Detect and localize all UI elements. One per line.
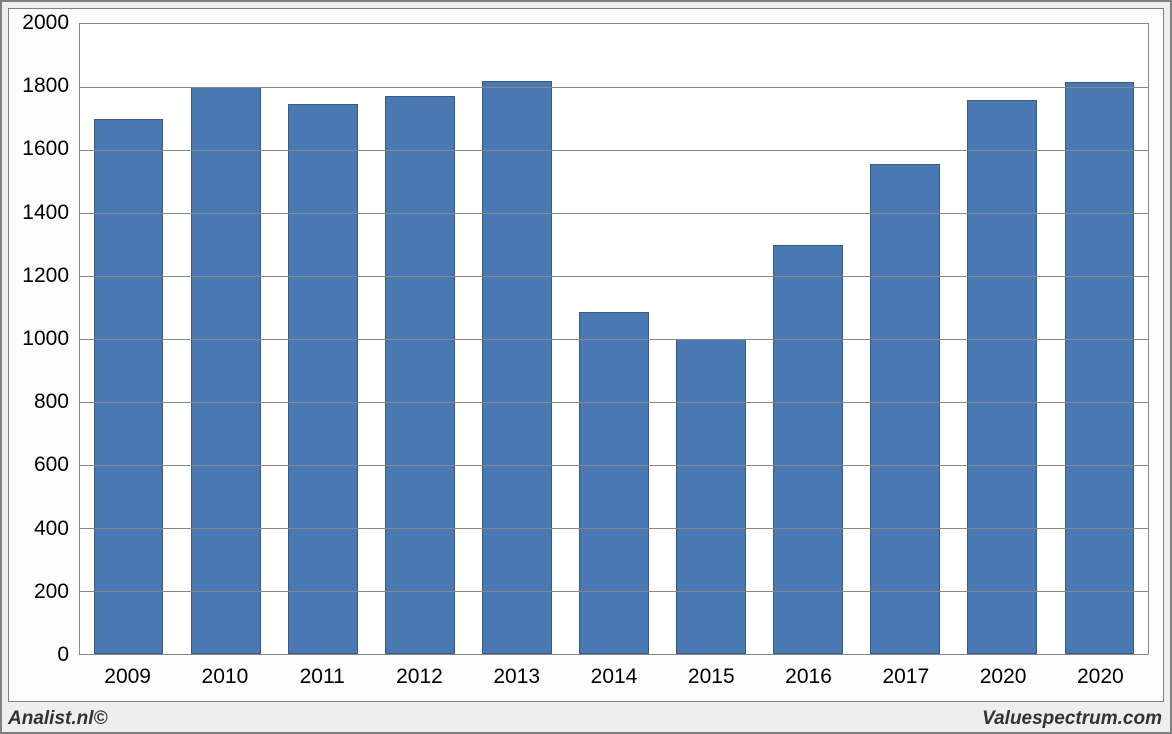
y-tick-label: 0	[57, 643, 69, 667]
y-tick-label: 400	[34, 517, 69, 541]
y-tick-label: 1600	[22, 137, 69, 161]
bar	[385, 96, 455, 654]
y-tick-label: 200	[34, 580, 69, 604]
y-tick-label: 1800	[22, 74, 69, 98]
gridline	[80, 528, 1148, 529]
bar	[967, 100, 1037, 654]
gridline	[80, 150, 1148, 151]
x-tick-label: 2014	[591, 665, 638, 689]
y-tick-label: 1000	[22, 327, 69, 351]
gridline	[80, 276, 1148, 277]
x-tick-label: 2017	[882, 665, 929, 689]
x-tick-label: 2011	[300, 665, 345, 689]
bar	[1065, 82, 1135, 654]
gridline	[80, 402, 1148, 403]
bar	[191, 87, 261, 654]
y-tick-label: 600	[34, 453, 69, 477]
chart-frame: 0 200 400 600 800 1000 1200 1400 1600 1800 2000 20…	[0, 0, 1172, 734]
gridline	[80, 465, 1148, 466]
y-tick-label: 800	[34, 390, 69, 414]
x-tick-label: 2020	[980, 665, 1027, 689]
x-tick-label: 2009	[104, 665, 151, 689]
x-tick-label: 2012	[396, 665, 443, 689]
x-tick-label: 2016	[785, 665, 832, 689]
y-tick-label: 2000	[22, 11, 69, 35]
bar	[94, 119, 164, 655]
x-tick-label: 2020	[1077, 665, 1124, 689]
x-tick-label: 2013	[493, 665, 540, 689]
bar	[676, 339, 746, 654]
footer-right: Valuespectrum.com	[982, 708, 1162, 730]
bar	[773, 245, 843, 655]
x-tick-label: 2015	[688, 665, 735, 689]
plot-area	[79, 23, 1149, 655]
y-axis-labels: 0200400600800100012001400160018002000	[9, 23, 73, 655]
footer-left: Analist.nl©	[8, 708, 108, 730]
gridline	[80, 87, 1148, 88]
gridline	[80, 591, 1148, 592]
y-tick-label: 1200	[22, 264, 69, 288]
bar	[870, 164, 940, 654]
y-tick-label: 1400	[22, 201, 69, 225]
x-tick-label: 2010	[202, 665, 249, 689]
bar	[579, 312, 649, 654]
gridline	[80, 213, 1148, 214]
bar	[288, 104, 358, 654]
plot-outer: 0 200 400 600 800 1000 1200 1400 1600 1800 2000 20…	[8, 8, 1164, 702]
bar	[482, 81, 552, 654]
gridline	[80, 339, 1148, 340]
x-axis-labels: 2009 2010 2011 2012 2013 2014 2015 2016 2017 2020…	[79, 659, 1149, 697]
